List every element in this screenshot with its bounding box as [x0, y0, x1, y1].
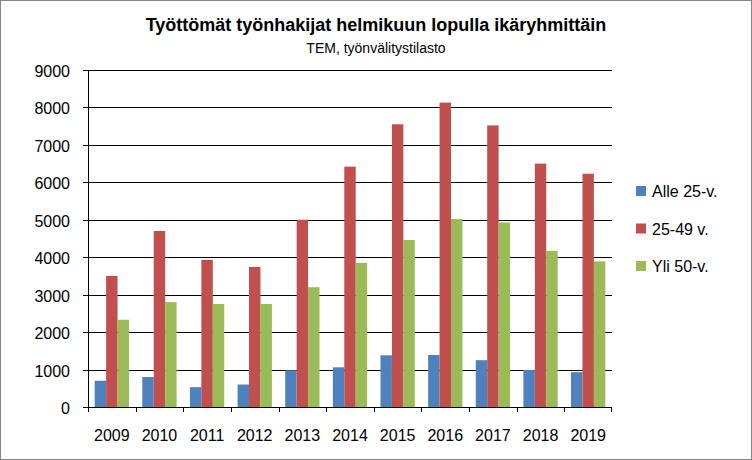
x-tick-label: 2014	[332, 427, 368, 444]
grid-line	[88, 145, 612, 146]
subtitle: TEM, työnvälitystilasto	[306, 40, 445, 56]
bar	[582, 174, 593, 407]
y-tick	[83, 220, 88, 221]
y-tick-label: 7000	[34, 138, 70, 155]
x-tick	[517, 407, 518, 412]
x-tick-label: 2016	[427, 427, 463, 444]
x-tick	[183, 407, 184, 412]
bar	[201, 260, 212, 407]
x-tick-label: 2017	[475, 427, 511, 444]
bar	[546, 251, 557, 407]
x-tick-label: 2011	[190, 427, 225, 444]
x-tick	[421, 407, 422, 412]
bar	[142, 377, 153, 407]
grid-line	[88, 70, 612, 71]
bar	[165, 302, 176, 407]
y-tick	[83, 407, 88, 408]
y-tick	[83, 295, 88, 296]
x-tick	[611, 407, 612, 412]
grid-line	[88, 107, 612, 108]
legend-swatch	[636, 224, 646, 234]
bars	[95, 103, 606, 407]
bar	[308, 287, 319, 407]
chart-border	[1, 1, 752, 460]
bar	[356, 263, 367, 407]
bar	[535, 164, 546, 407]
bar	[249, 267, 260, 407]
y-tick	[83, 70, 88, 71]
x-tick	[564, 407, 565, 412]
y-tick-label: 5000	[34, 213, 70, 230]
chart-holder: Työttömät työnhakijat helmikuun lopulla …	[0, 0, 752, 460]
bar	[285, 370, 296, 407]
bar	[95, 381, 106, 407]
y-tick-label: 3000	[34, 288, 70, 305]
bar	[213, 304, 224, 407]
x-tick	[469, 407, 470, 412]
y-tick	[83, 182, 88, 183]
y-tick-label: 6000	[34, 175, 70, 192]
bar	[523, 370, 534, 407]
y-tick-label: 4000	[34, 250, 70, 267]
x-tick-label: 2013	[285, 427, 321, 444]
y-tick-label: 0	[61, 400, 70, 417]
x-tick-label: 2019	[570, 427, 606, 444]
legend-label: Yli 50-v.	[652, 258, 709, 275]
x-tick-label: 2015	[380, 427, 416, 444]
bar	[297, 220, 308, 407]
bar	[260, 304, 271, 407]
x-tick	[279, 407, 280, 412]
x-tick-label: 2018	[523, 427, 559, 444]
bar	[238, 385, 249, 407]
bar	[594, 261, 605, 407]
legend-swatch	[636, 186, 646, 196]
bar	[403, 240, 414, 407]
y-tick	[83, 257, 88, 258]
bar	[476, 360, 487, 407]
x-tick-label: 2009	[94, 427, 130, 444]
y-tick-label: 9000	[34, 63, 70, 80]
bar	[118, 320, 129, 407]
x-tick-label: 2010	[142, 427, 178, 444]
x-tick	[88, 407, 89, 412]
y-axis	[88, 70, 89, 407]
bar	[380, 355, 391, 407]
bar	[190, 387, 201, 407]
bar	[571, 372, 582, 407]
legend-swatch	[636, 261, 646, 271]
y-tick	[83, 107, 88, 108]
x-axis	[88, 407, 612, 408]
title: Työttömät työnhakijat helmikuun lopulla …	[146, 15, 607, 35]
y-tick-label: 2000	[34, 325, 70, 342]
bar	[499, 222, 510, 407]
chart: Työttömät työnhakijat helmikuun lopulla …	[0, 0, 752, 460]
bar	[392, 124, 403, 407]
x-tick-label: 2012	[237, 427, 273, 444]
y-tick	[83, 145, 88, 146]
x-tick	[136, 407, 137, 412]
y-tick	[83, 332, 88, 333]
bar	[451, 219, 462, 407]
bar	[106, 276, 117, 407]
bar	[154, 231, 165, 407]
bar	[440, 103, 451, 407]
x-tick	[326, 407, 327, 412]
bar	[487, 125, 498, 407]
legend-label: 25-49 v.	[652, 221, 709, 238]
legend: Alle 25-v. 25-49 v. Yli 50-v.	[636, 183, 718, 275]
y-tick-label: 1000	[34, 363, 70, 380]
bar	[344, 167, 355, 407]
grid-line	[88, 407, 612, 408]
y-tick	[83, 370, 88, 371]
bar	[333, 367, 344, 407]
bar	[428, 355, 439, 407]
x-tick	[374, 407, 375, 412]
x-tick	[231, 407, 232, 412]
legend-label: Alle 25-v.	[652, 183, 718, 200]
y-tick-label: 8000	[34, 100, 70, 117]
